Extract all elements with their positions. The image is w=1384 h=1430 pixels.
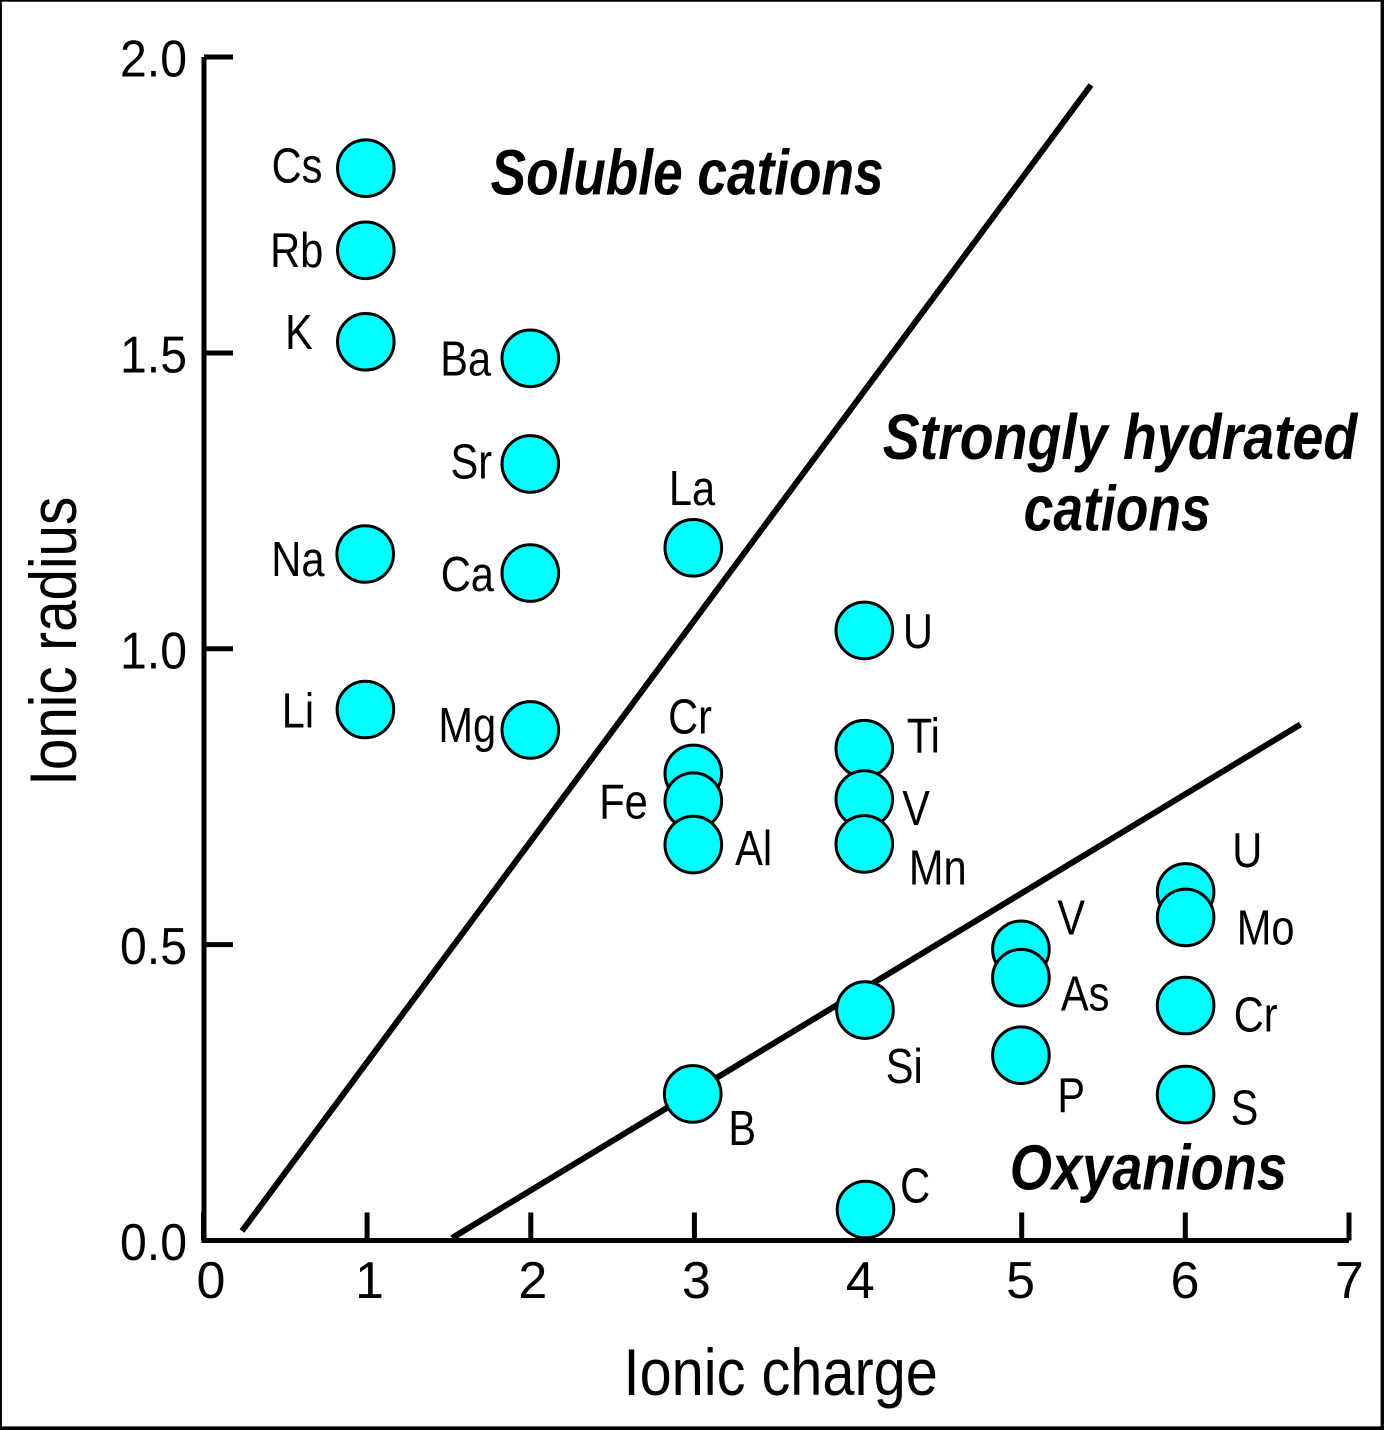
svg-text:K: K — [285, 305, 313, 360]
svg-text:U: U — [1232, 823, 1262, 878]
svg-text:6: 6 — [1171, 1252, 1200, 1310]
svg-text:Na: Na — [271, 532, 325, 587]
svg-text:S: S — [1231, 1081, 1259, 1136]
svg-text:V: V — [1057, 890, 1085, 945]
svg-text:As: As — [1061, 967, 1110, 1022]
svg-text:C: C — [900, 1159, 930, 1214]
svg-text:Rb: Rb — [270, 223, 323, 278]
svg-text:Cs: Cs — [272, 139, 323, 194]
svg-text:0: 0 — [197, 1252, 226, 1310]
svg-text:Oxyanions: Oxyanions — [1010, 1131, 1287, 1203]
svg-text:Cr: Cr — [1234, 988, 1278, 1043]
svg-text:Si: Si — [886, 1039, 923, 1094]
svg-text:U: U — [903, 604, 933, 659]
svg-text:Mo: Mo — [1237, 900, 1295, 955]
svg-text:1.0: 1.0 — [120, 622, 187, 680]
svg-text:3: 3 — [682, 1252, 711, 1310]
svg-text:Soluble cations: Soluble cations — [491, 137, 884, 209]
svg-text:2: 2 — [518, 1252, 547, 1310]
svg-text:Mn: Mn — [909, 841, 967, 896]
svg-text:7: 7 — [1335, 1252, 1364, 1310]
svg-text:Li: Li — [282, 684, 314, 739]
svg-text:5: 5 — [1006, 1252, 1035, 1310]
svg-text:0.0: 0.0 — [120, 1214, 187, 1272]
svg-text:Mg: Mg — [438, 698, 496, 753]
svg-text:Ti: Ti — [907, 709, 940, 764]
svg-text:V: V — [902, 781, 930, 836]
svg-text:Cr: Cr — [668, 690, 712, 745]
svg-text:Ionic charge: Ionic charge — [624, 1335, 938, 1409]
svg-text:Ca: Ca — [441, 547, 495, 602]
svg-text:B: B — [728, 1101, 756, 1156]
svg-text:Ba: Ba — [440, 332, 491, 387]
svg-text:1.5: 1.5 — [120, 327, 187, 385]
svg-text:La: La — [669, 461, 716, 516]
svg-text:P: P — [1057, 1068, 1085, 1123]
svg-text:4: 4 — [846, 1252, 875, 1310]
svg-text:Strongly hydrated: Strongly hydrated — [883, 401, 1359, 473]
svg-text:Sr: Sr — [451, 434, 493, 489]
svg-text:0.5: 0.5 — [120, 918, 187, 976]
svg-text:Al: Al — [735, 821, 772, 876]
svg-text:cations: cations — [1024, 473, 1211, 545]
svg-text:1: 1 — [355, 1252, 384, 1310]
svg-text:Fe: Fe — [599, 775, 648, 830]
svg-text:2.0: 2.0 — [120, 31, 187, 89]
svg-text:Ionic radius: Ionic radius — [16, 497, 90, 786]
